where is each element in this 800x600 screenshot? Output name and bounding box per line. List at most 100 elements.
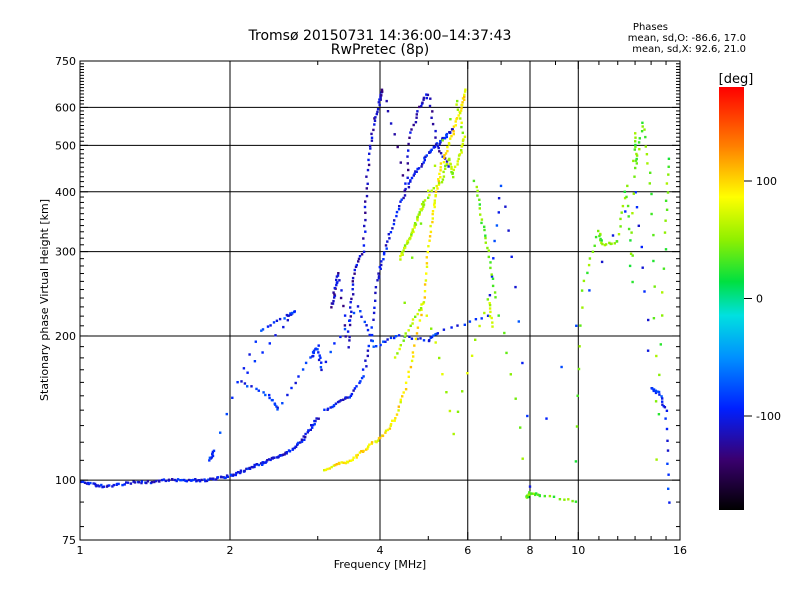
data-point (406, 162, 409, 165)
data-point (667, 473, 670, 476)
data-point (427, 189, 430, 192)
data-point (432, 187, 435, 190)
data-point (664, 199, 668, 202)
data-point (478, 207, 481, 210)
data-point (495, 224, 499, 227)
data-point (599, 233, 602, 236)
data-point (441, 136, 444, 140)
data-point (253, 360, 257, 363)
data-point (416, 219, 419, 222)
data-point (657, 390, 661, 394)
y-tick-label: 500 (55, 139, 76, 152)
data-point (123, 483, 126, 486)
data-point (444, 164, 447, 168)
data-point (282, 325, 285, 329)
data-point (385, 99, 388, 103)
data-point (106, 484, 109, 487)
data-point (276, 408, 279, 411)
data-point (320, 368, 323, 372)
data-point (198, 480, 202, 483)
data-point (270, 456, 274, 460)
data-point (231, 396, 234, 399)
data-point (300, 438, 304, 441)
data-point (651, 387, 654, 390)
data-point (624, 210, 627, 213)
data-point (317, 358, 321, 362)
data-point (410, 337, 414, 340)
data-point (434, 341, 437, 344)
data-point (351, 280, 354, 283)
data-point (208, 459, 211, 462)
data-point (350, 392, 354, 396)
data-point (311, 351, 315, 354)
data-point (372, 318, 375, 321)
data-point (623, 196, 627, 200)
data-point (414, 315, 417, 318)
data-point (604, 243, 608, 246)
data-point (315, 417, 318, 420)
data-point (226, 475, 229, 478)
data-point (266, 325, 270, 328)
data-point (460, 151, 463, 154)
data-point (299, 441, 302, 444)
data-point (95, 485, 98, 488)
data-point (414, 170, 417, 173)
data-point (187, 478, 191, 482)
data-point (386, 428, 390, 432)
data-point (364, 200, 367, 203)
data-point (571, 499, 574, 503)
data-point (441, 373, 444, 376)
data-point (352, 389, 355, 392)
data-point (646, 349, 650, 352)
data-point (450, 326, 453, 329)
data-point (153, 480, 156, 484)
data-point (428, 104, 432, 108)
data-point (246, 371, 249, 374)
data-point (374, 291, 377, 295)
data-point (416, 326, 420, 329)
data-point (343, 314, 347, 317)
data-point (79, 480, 82, 484)
data-point (386, 240, 389, 243)
data-point (212, 449, 216, 452)
data-point (456, 163, 459, 166)
data-point (286, 319, 289, 322)
data-point (428, 239, 431, 242)
data-point (464, 88, 467, 91)
data-point (403, 335, 407, 338)
data-point (126, 481, 130, 484)
stats-line-o: mean, sd,O: -86.6, 17.0 (628, 33, 746, 44)
data-point (509, 373, 512, 376)
data-point (437, 183, 441, 186)
data-point (336, 274, 340, 277)
data-point (374, 116, 377, 119)
data-point (407, 168, 410, 172)
data-points (79, 88, 671, 504)
data-point (665, 208, 669, 211)
data-point (425, 154, 428, 157)
data-point (404, 381, 408, 384)
data-point (246, 385, 249, 388)
data-point (294, 381, 297, 385)
data-point (435, 184, 438, 188)
data-point (332, 299, 335, 303)
colorbar-label: [deg] (719, 72, 754, 87)
data-point (486, 314, 490, 317)
data-point (370, 139, 374, 142)
data-point (478, 324, 481, 328)
data-point (526, 414, 529, 418)
data-point (619, 217, 622, 221)
data-point (442, 175, 446, 178)
data-point (480, 221, 483, 225)
data-point (275, 405, 278, 408)
data-point (634, 159, 638, 162)
data-point (257, 389, 260, 392)
data-point (117, 482, 120, 486)
data-point (398, 205, 401, 208)
data-point (348, 459, 351, 462)
data-point (488, 315, 492, 318)
data-point (380, 263, 383, 267)
data-point (415, 332, 419, 335)
data-point (399, 398, 402, 401)
